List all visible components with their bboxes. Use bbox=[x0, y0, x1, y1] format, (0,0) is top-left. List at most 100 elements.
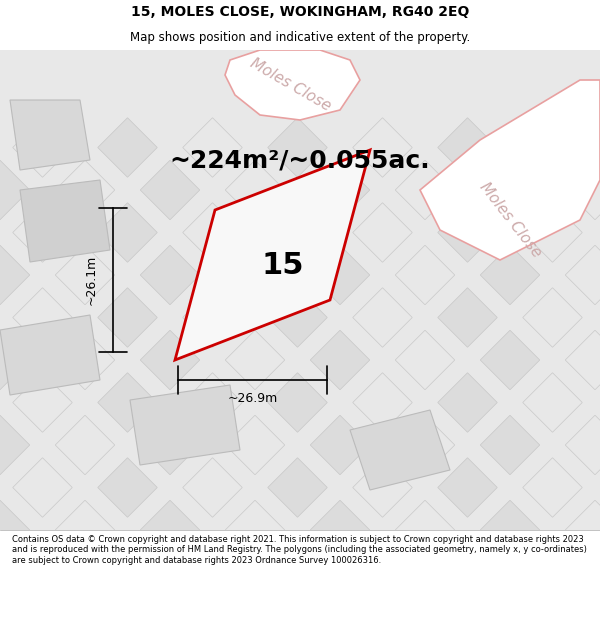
Polygon shape bbox=[98, 372, 157, 432]
Polygon shape bbox=[523, 458, 582, 518]
Polygon shape bbox=[310, 415, 370, 475]
Polygon shape bbox=[310, 160, 370, 220]
Polygon shape bbox=[395, 160, 455, 220]
Polygon shape bbox=[0, 315, 100, 395]
Polygon shape bbox=[565, 415, 600, 475]
Polygon shape bbox=[140, 585, 200, 625]
Polygon shape bbox=[225, 415, 285, 475]
Polygon shape bbox=[55, 415, 115, 475]
Polygon shape bbox=[438, 202, 497, 262]
Polygon shape bbox=[0, 160, 30, 220]
Polygon shape bbox=[395, 245, 455, 305]
Polygon shape bbox=[225, 330, 285, 390]
Polygon shape bbox=[0, 330, 30, 390]
Polygon shape bbox=[438, 372, 497, 432]
Polygon shape bbox=[13, 458, 72, 518]
Polygon shape bbox=[350, 410, 450, 490]
Text: Moles Close: Moles Close bbox=[476, 179, 544, 261]
Polygon shape bbox=[353, 458, 412, 518]
Polygon shape bbox=[55, 330, 115, 390]
Text: Contains OS data © Crown copyright and database right 2021. This information is : Contains OS data © Crown copyright and d… bbox=[12, 535, 587, 564]
Text: Moles Close: Moles Close bbox=[247, 56, 333, 114]
Polygon shape bbox=[183, 458, 242, 518]
Polygon shape bbox=[480, 330, 540, 390]
Polygon shape bbox=[183, 288, 242, 348]
Polygon shape bbox=[140, 415, 200, 475]
Polygon shape bbox=[438, 118, 497, 178]
Polygon shape bbox=[98, 202, 157, 262]
Text: Map shows position and indicative extent of the property.: Map shows position and indicative extent… bbox=[130, 31, 470, 44]
Polygon shape bbox=[353, 202, 412, 262]
Polygon shape bbox=[225, 585, 285, 625]
Polygon shape bbox=[268, 372, 327, 432]
Polygon shape bbox=[10, 100, 90, 170]
Polygon shape bbox=[183, 542, 242, 602]
Polygon shape bbox=[130, 385, 240, 465]
Polygon shape bbox=[565, 585, 600, 625]
Polygon shape bbox=[480, 585, 540, 625]
Polygon shape bbox=[395, 415, 455, 475]
Polygon shape bbox=[353, 118, 412, 178]
Polygon shape bbox=[225, 50, 360, 120]
Polygon shape bbox=[480, 160, 540, 220]
Polygon shape bbox=[565, 160, 600, 220]
Polygon shape bbox=[98, 118, 157, 178]
Polygon shape bbox=[523, 372, 582, 432]
Polygon shape bbox=[225, 160, 285, 220]
Polygon shape bbox=[183, 202, 242, 262]
Polygon shape bbox=[140, 160, 200, 220]
Polygon shape bbox=[523, 542, 582, 602]
Polygon shape bbox=[98, 458, 157, 518]
Text: ~224m²/~0.055ac.: ~224m²/~0.055ac. bbox=[170, 148, 430, 172]
Polygon shape bbox=[55, 245, 115, 305]
Text: ~26.1m: ~26.1m bbox=[85, 255, 97, 305]
Polygon shape bbox=[438, 288, 497, 348]
Text: 15, MOLES CLOSE, WOKINGHAM, RG40 2EQ: 15, MOLES CLOSE, WOKINGHAM, RG40 2EQ bbox=[131, 6, 469, 19]
Polygon shape bbox=[268, 202, 327, 262]
Polygon shape bbox=[55, 585, 115, 625]
Polygon shape bbox=[225, 500, 285, 560]
Polygon shape bbox=[268, 458, 327, 518]
Polygon shape bbox=[140, 330, 200, 390]
Polygon shape bbox=[310, 245, 370, 305]
Polygon shape bbox=[225, 245, 285, 305]
Polygon shape bbox=[13, 202, 72, 262]
Polygon shape bbox=[183, 118, 242, 178]
Polygon shape bbox=[183, 372, 242, 432]
Polygon shape bbox=[13, 372, 72, 432]
Polygon shape bbox=[268, 542, 327, 602]
Polygon shape bbox=[438, 542, 497, 602]
Polygon shape bbox=[420, 80, 600, 260]
Polygon shape bbox=[523, 202, 582, 262]
Polygon shape bbox=[480, 500, 540, 560]
Polygon shape bbox=[20, 180, 110, 262]
Polygon shape bbox=[353, 372, 412, 432]
Polygon shape bbox=[480, 245, 540, 305]
Polygon shape bbox=[98, 542, 157, 602]
Polygon shape bbox=[523, 288, 582, 348]
Polygon shape bbox=[0, 585, 30, 625]
Polygon shape bbox=[268, 118, 327, 178]
Polygon shape bbox=[565, 330, 600, 390]
Text: ~26.9m: ~26.9m bbox=[227, 391, 278, 404]
Polygon shape bbox=[13, 542, 72, 602]
Polygon shape bbox=[55, 500, 115, 560]
Polygon shape bbox=[353, 542, 412, 602]
Polygon shape bbox=[523, 118, 582, 178]
Polygon shape bbox=[175, 150, 370, 360]
Polygon shape bbox=[55, 160, 115, 220]
Polygon shape bbox=[140, 245, 200, 305]
Polygon shape bbox=[310, 500, 370, 560]
Polygon shape bbox=[395, 500, 455, 560]
Polygon shape bbox=[310, 330, 370, 390]
Polygon shape bbox=[140, 500, 200, 560]
Polygon shape bbox=[438, 458, 497, 518]
Polygon shape bbox=[310, 585, 370, 625]
Polygon shape bbox=[268, 288, 327, 348]
Polygon shape bbox=[353, 288, 412, 348]
Polygon shape bbox=[565, 245, 600, 305]
Polygon shape bbox=[98, 288, 157, 348]
Polygon shape bbox=[0, 500, 30, 560]
Polygon shape bbox=[13, 118, 72, 178]
Polygon shape bbox=[395, 585, 455, 625]
